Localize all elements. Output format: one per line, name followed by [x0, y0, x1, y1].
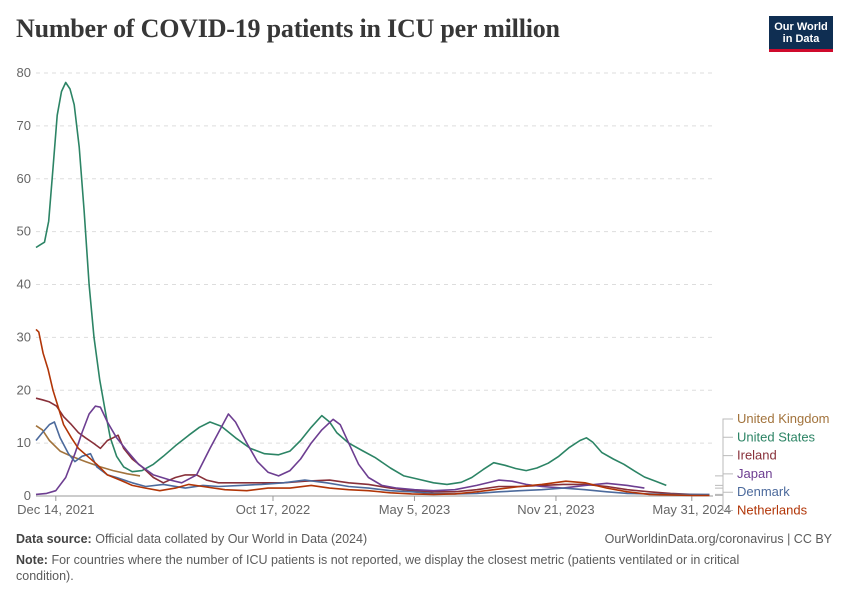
series-line-united-kingdom[interactable] — [35, 425, 141, 477]
y-tick-label: 10 — [17, 435, 31, 450]
y-tick-label: 30 — [17, 329, 31, 344]
series-line-united-states[interactable] — [35, 81, 667, 487]
legend-label-united-states[interactable]: United States — [737, 429, 816, 444]
series-line-ireland[interactable] — [35, 397, 710, 496]
legend-label-denmark[interactable]: Denmark — [737, 484, 790, 499]
legend-label-netherlands[interactable]: Netherlands — [737, 503, 808, 518]
legend-connector — [715, 436, 733, 486]
y-tick-label: 80 — [17, 65, 31, 80]
x-tick-label: Nov 21, 2023 — [517, 502, 594, 517]
series-lines — [35, 81, 710, 497]
series-line-netherlands[interactable] — [35, 328, 710, 497]
legend-connector — [715, 418, 733, 477]
note: Note: For countries where the number of … — [16, 552, 776, 584]
chart-title: Number of COVID-19 patients in ICU per m… — [16, 14, 560, 43]
owid-logo[interactable]: Our World in Data — [769, 16, 833, 52]
legend-connector — [715, 491, 733, 495]
logo-line-1: Our World — [774, 21, 828, 33]
y-tick-label: 20 — [17, 382, 31, 397]
source-label: Data source: — [16, 532, 92, 546]
x-tick-label: May 5, 2023 — [379, 502, 451, 517]
x-axis: Dec 14, 2021 Oct 17, 2022 May 5, 2023 Nov 2… — [17, 496, 731, 517]
series-line-denmark[interactable] — [35, 421, 710, 496]
note-text: For countries where the number of ICU pa… — [16, 553, 740, 583]
legend-connector — [715, 473, 733, 489]
y-tick-label: 60 — [17, 171, 31, 186]
credit-link[interactable]: OurWorldinData.org/coronavirus | CC BY — [604, 532, 832, 546]
source-text[interactable]: Official data collated by Our World in D… — [95, 532, 368, 546]
legend-label-united-kingdom[interactable]: United Kingdom — [737, 411, 830, 426]
y-tick-label: 70 — [17, 118, 31, 133]
x-tick-label: Oct 17, 2022 — [236, 502, 310, 517]
note-label: Note: — [16, 553, 48, 567]
grid-lines: 0 10 20 30 40 50 60 70 80 — [17, 65, 713, 503]
y-tick-label: 50 — [17, 224, 31, 239]
logo-line-2: in Data — [782, 33, 820, 45]
data-source: Data source: Official data collated by O… — [16, 532, 367, 546]
x-tick-label: Dec 14, 2021 — [17, 502, 94, 517]
legend-label-japan[interactable]: Japan — [737, 466, 772, 481]
legend: United Kingdom United States Ireland Japan D… — [715, 411, 830, 518]
legend-connector — [715, 455, 733, 496]
y-tick-label: 40 — [17, 277, 31, 292]
legend-connector — [715, 495, 733, 511]
y-tick-label: 0 — [24, 488, 31, 503]
series-line-japan[interactable] — [35, 405, 645, 496]
legend-label-ireland[interactable]: Ireland — [737, 448, 777, 463]
x-tick-label: May 31, 2024 — [652, 502, 731, 517]
